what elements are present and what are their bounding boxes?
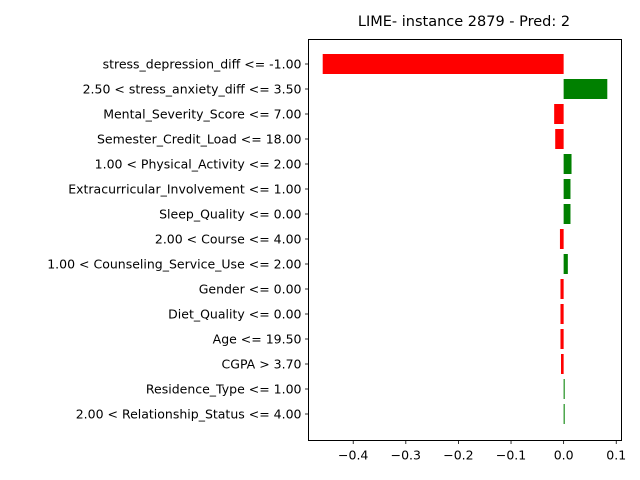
y-tick-label: Diet_Quality <= 0.00 [168,307,301,322]
x-tick-label: −0.3 [391,448,421,463]
y-tick-label: 2.50 < stress_anxiety_diff <= 3.50 [83,82,302,97]
bars-group [322,54,608,424]
bar-11 [560,304,564,324]
bar-5 [563,154,572,174]
x-tick-label: 0.0 [554,448,574,463]
bar-14 [563,379,565,399]
y-tick-label: CGPA > 3.70 [222,357,302,372]
bar-10 [560,279,564,299]
x-tick-label: −0.2 [443,448,473,463]
y-tick-label: 1.00 < Physical_Activity <= 2.00 [95,157,302,172]
y-tick-labels: stress_depression_diff <= -1.00 2.50 < st… [47,57,309,422]
x-tick-label: −0.4 [338,448,368,463]
bar-13 [561,354,564,374]
y-tick-label: 2.00 < Relationship_Status <= 4.00 [76,407,302,422]
x-axis: −0.4 −0.3 −0.2 −0.1 0.0 0.1 [338,440,626,463]
chart-title: LIME- instance 2879 - Pred: 2 [358,14,570,30]
y-tick-label: Age <= 19.50 [213,332,302,347]
bar-1 [322,54,564,74]
plot-frame [308,39,622,441]
y-tick-label: Sleep_Quality <= 0.00 [159,207,301,222]
bar-12 [560,329,564,349]
bar-6 [563,179,571,199]
y-tick-label: Residence_Type <= 1.00 [146,382,302,397]
y-tick-label: Gender <= 0.00 [199,282,302,297]
bar-3 [554,104,564,124]
bar-9 [563,254,568,274]
bar-2 [563,79,608,99]
y-tick-label: Mental_Severity_Score <= 7.00 [103,107,301,122]
bar-8 [559,229,564,249]
y-tick-label: 2.00 < Course <= 4.00 [155,232,302,247]
y-tick-label: 1.00 < Counseling_Service_Use <= 2.00 [47,257,301,272]
bar-4 [555,129,564,149]
bar-15 [563,404,565,424]
x-tick-label: 0.1 [606,448,626,463]
bar-7 [563,204,571,224]
y-tick-label: Semester_Credit_Load <= 18.00 [97,132,302,147]
x-tick-label: −0.1 [496,448,526,463]
y-tick-label: stress_depression_diff <= -1.00 [103,57,302,72]
y-tick-label: Extracurricular_Involvement <= 1.00 [68,182,301,197]
